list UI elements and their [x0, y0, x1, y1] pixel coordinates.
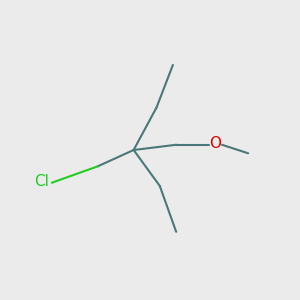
Text: Cl: Cl [34, 174, 49, 189]
Text: O: O [209, 136, 221, 151]
